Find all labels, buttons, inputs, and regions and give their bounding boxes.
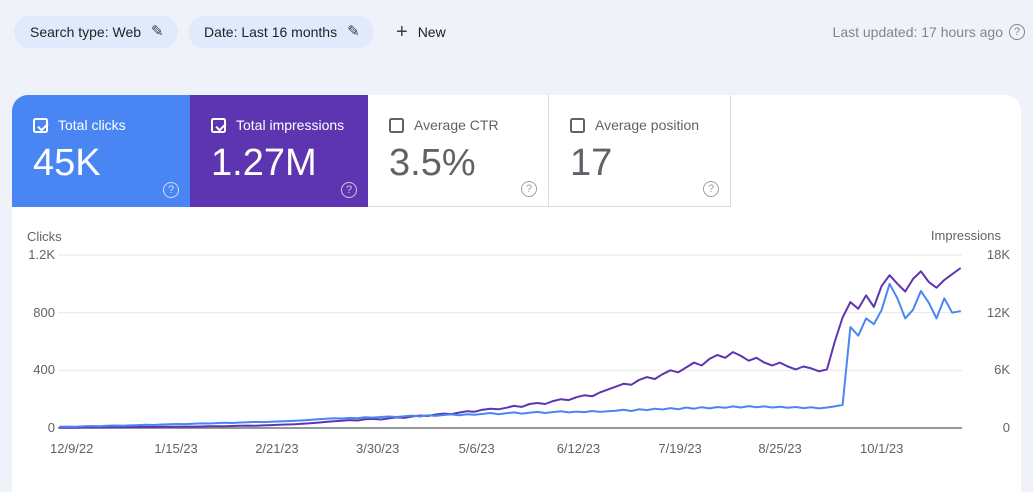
y-axis-title-impressions: Impressions: [930, 228, 1001, 243]
last-updated-text: Last updated: 17 hours ago: [832, 24, 1003, 40]
card-average-position[interactable]: Average position 17 ?: [549, 95, 731, 207]
x-axis-label: 2/21/23: [255, 441, 299, 456]
y-tick-impressions: 0: [1002, 420, 1010, 435]
performance-line-chart[interactable]: [58, 253, 962, 430]
help-icon[interactable]: ?: [521, 181, 537, 197]
checkbox-checked-icon[interactable]: [33, 117, 48, 133]
card-value: 1.27M: [211, 142, 317, 184]
y-axis-title-clicks: Clicks: [27, 229, 62, 244]
help-icon[interactable]: ?: [341, 182, 357, 198]
line-series-left: [59, 282, 961, 428]
y-tick-impressions: 6K: [994, 362, 1010, 378]
report-panel: Total clicks 45K ? Total impressions 1.2…: [12, 95, 1021, 492]
plus-icon: +: [396, 21, 408, 43]
x-axis-label: 7/19/23: [658, 441, 702, 456]
card-header: Average CTR: [389, 117, 548, 133]
header: Search type: Web ✎ Date: Last 16 months …: [0, 0, 1033, 64]
y-tick-impressions: 12K: [986, 304, 1010, 320]
y-tick-clicks: 800: [33, 304, 55, 320]
x-axis-label: 6/12/23: [556, 441, 601, 456]
card-header: Total impressions: [211, 117, 368, 133]
help-icon[interactable]: ?: [1009, 24, 1025, 40]
card-label: Average position: [595, 117, 700, 133]
card-value: 3.5%: [389, 142, 476, 184]
card-value: 17: [570, 142, 613, 184]
last-updated: Last updated: 17 hours ago ?: [833, 24, 1025, 40]
x-axis-label: 8/25/23: [758, 441, 802, 456]
card-total-clicks[interactable]: Total clicks 45K ?: [12, 95, 190, 207]
y-tick-clicks: 0: [47, 420, 55, 435]
new-filter-button[interactable]: + New: [390, 16, 452, 48]
search-type-chip-label: Search type: Web: [30, 24, 142, 40]
checkbox-unchecked-icon[interactable]: [389, 117, 404, 133]
date-range-chip-label: Date: Last 16 months: [204, 24, 338, 40]
metric-cards: Total clicks 45K ? Total impressions 1.2…: [12, 95, 731, 207]
card-label: Total impressions: [236, 117, 345, 133]
date-range-chip[interactable]: Date: Last 16 months ✎: [188, 16, 374, 48]
y-tick-impressions: 18K: [986, 247, 1010, 262]
card-header: Average position: [570, 117, 730, 133]
line-series-right: [59, 267, 961, 429]
card-value: 45K: [33, 142, 101, 184]
edit-pencil-icon[interactable]: ✎: [151, 23, 164, 40]
x-axis-label: 10/1/23: [860, 441, 904, 456]
x-axis-label: 3/30/23: [356, 441, 400, 456]
y-tick-clicks: 1.2K: [28, 247, 55, 262]
new-filter-button-label: New: [417, 24, 446, 40]
x-axis-label: 1/15/23: [154, 441, 198, 456]
help-icon[interactable]: ?: [703, 181, 719, 197]
card-header: Total clicks: [33, 117, 190, 133]
card-average-ctr[interactable]: Average CTR 3.5% ?: [368, 95, 549, 207]
x-axis-label: 12/9/22: [50, 441, 94, 456]
checkbox-unchecked-icon[interactable]: [570, 117, 585, 133]
x-axis-label: 5/6/23: [458, 441, 495, 456]
edit-pencil-icon[interactable]: ✎: [347, 23, 360, 40]
checkbox-checked-icon[interactable]: [211, 117, 226, 133]
card-total-impressions[interactable]: Total impressions 1.27M ?: [190, 95, 368, 207]
search-type-chip[interactable]: Search type: Web ✎: [14, 16, 178, 48]
y-tick-clicks: 400: [33, 362, 55, 378]
card-label: Average CTR: [414, 117, 499, 133]
card-label: Total clicks: [58, 117, 126, 133]
help-icon[interactable]: ?: [163, 182, 179, 198]
